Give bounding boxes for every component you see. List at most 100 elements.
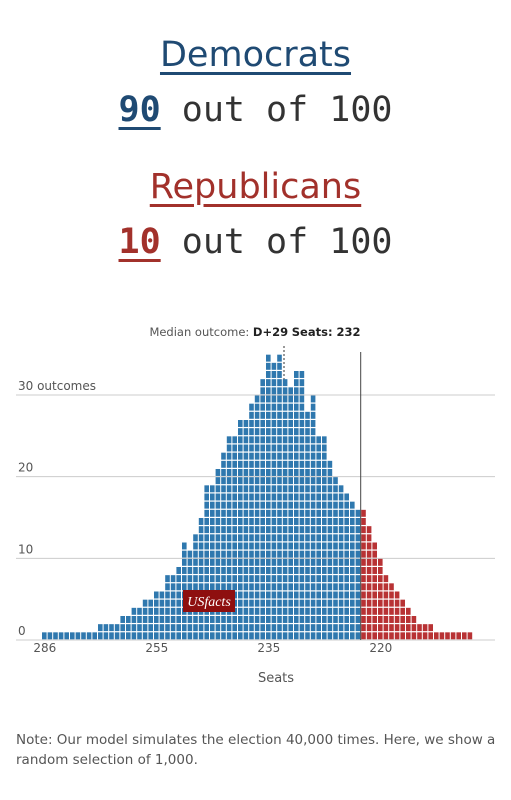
- dot: [350, 542, 355, 550]
- dot: [277, 616, 282, 623]
- dot: [288, 558, 293, 566]
- dot: [282, 485, 288, 493]
- dot: [282, 469, 288, 476]
- dot: [294, 371, 299, 378]
- dot-column: [103, 624, 109, 640]
- dot: [266, 436, 271, 444]
- dot: [366, 583, 372, 591]
- party-label: Republicans: [149, 167, 362, 207]
- dot: [232, 436, 237, 444]
- dot: [232, 583, 237, 591]
- dot: [322, 493, 327, 501]
- dot: [170, 575, 176, 583]
- dot: [299, 558, 305, 566]
- dot: [327, 534, 333, 542]
- dot: [232, 526, 237, 534]
- dot: [260, 534, 265, 542]
- dot: [305, 452, 310, 460]
- dot: [271, 542, 277, 550]
- dot: [338, 567, 344, 574]
- dot: [282, 395, 288, 403]
- dot-column: [120, 616, 125, 640]
- dot: [249, 616, 254, 623]
- dot: [305, 420, 310, 427]
- dot: [350, 526, 355, 534]
- dot: [266, 379, 271, 387]
- dot: [333, 583, 338, 591]
- dot: [282, 420, 288, 427]
- dot-column: [148, 599, 153, 640]
- dot: [92, 632, 97, 640]
- dot: [254, 436, 260, 444]
- odds-of: out of 100: [181, 222, 393, 262]
- dot: [204, 485, 209, 493]
- dot: [327, 542, 333, 550]
- dot: [114, 624, 120, 632]
- dot: [355, 575, 361, 583]
- dot: [299, 550, 305, 558]
- dot: [226, 452, 232, 460]
- dot: [266, 534, 271, 542]
- dot: [165, 624, 170, 632]
- dot: [249, 526, 254, 534]
- dot: [243, 632, 249, 640]
- dot: [215, 485, 221, 493]
- dot: [249, 542, 254, 550]
- dot: [310, 509, 316, 517]
- dot: [198, 583, 204, 591]
- dot: [182, 616, 187, 623]
- dot: [294, 420, 299, 427]
- dot: [277, 428, 282, 436]
- dot-column: [142, 599, 148, 640]
- dot-column: [64, 632, 69, 640]
- dot: [383, 632, 389, 640]
- dot: [282, 607, 288, 615]
- dot: [249, 509, 254, 517]
- party-label: Democrats: [159, 35, 352, 75]
- dot: [249, 534, 254, 542]
- dot-column: [98, 624, 103, 640]
- dot: [103, 624, 109, 632]
- dot: [322, 599, 327, 607]
- dot: [344, 632, 349, 640]
- dot: [182, 583, 187, 591]
- dot: [176, 632, 181, 640]
- dot: [131, 607, 137, 615]
- dot: [310, 550, 316, 558]
- dot: [64, 632, 69, 640]
- dot: [271, 460, 277, 468]
- dot: [260, 526, 265, 534]
- dot: [215, 526, 221, 534]
- dot: [254, 599, 260, 607]
- dot: [215, 518, 221, 525]
- dot: [254, 616, 260, 623]
- dot: [249, 436, 254, 444]
- dot: [294, 542, 299, 550]
- dot-column: [126, 616, 131, 640]
- dot: [204, 583, 209, 591]
- dot: [210, 616, 215, 623]
- dot: [366, 575, 372, 583]
- dot-column: [277, 354, 282, 640]
- dot-column: [406, 607, 411, 640]
- dot: [355, 607, 361, 615]
- dot: [288, 518, 293, 525]
- dot: [266, 485, 271, 493]
- dot: [232, 567, 237, 574]
- dot: [210, 575, 215, 583]
- dot: [249, 583, 254, 591]
- dot: [338, 485, 344, 493]
- dot: [305, 428, 310, 436]
- dot: [361, 591, 366, 599]
- dot: [344, 607, 349, 615]
- dot: [282, 558, 288, 566]
- dot-column: [114, 624, 120, 640]
- dot: [260, 599, 265, 607]
- dot: [271, 558, 277, 566]
- dot: [254, 591, 260, 599]
- dot: [210, 501, 215, 509]
- dot: [305, 444, 310, 452]
- dot: [394, 591, 400, 599]
- dot: [333, 616, 338, 623]
- dot: [282, 411, 288, 419]
